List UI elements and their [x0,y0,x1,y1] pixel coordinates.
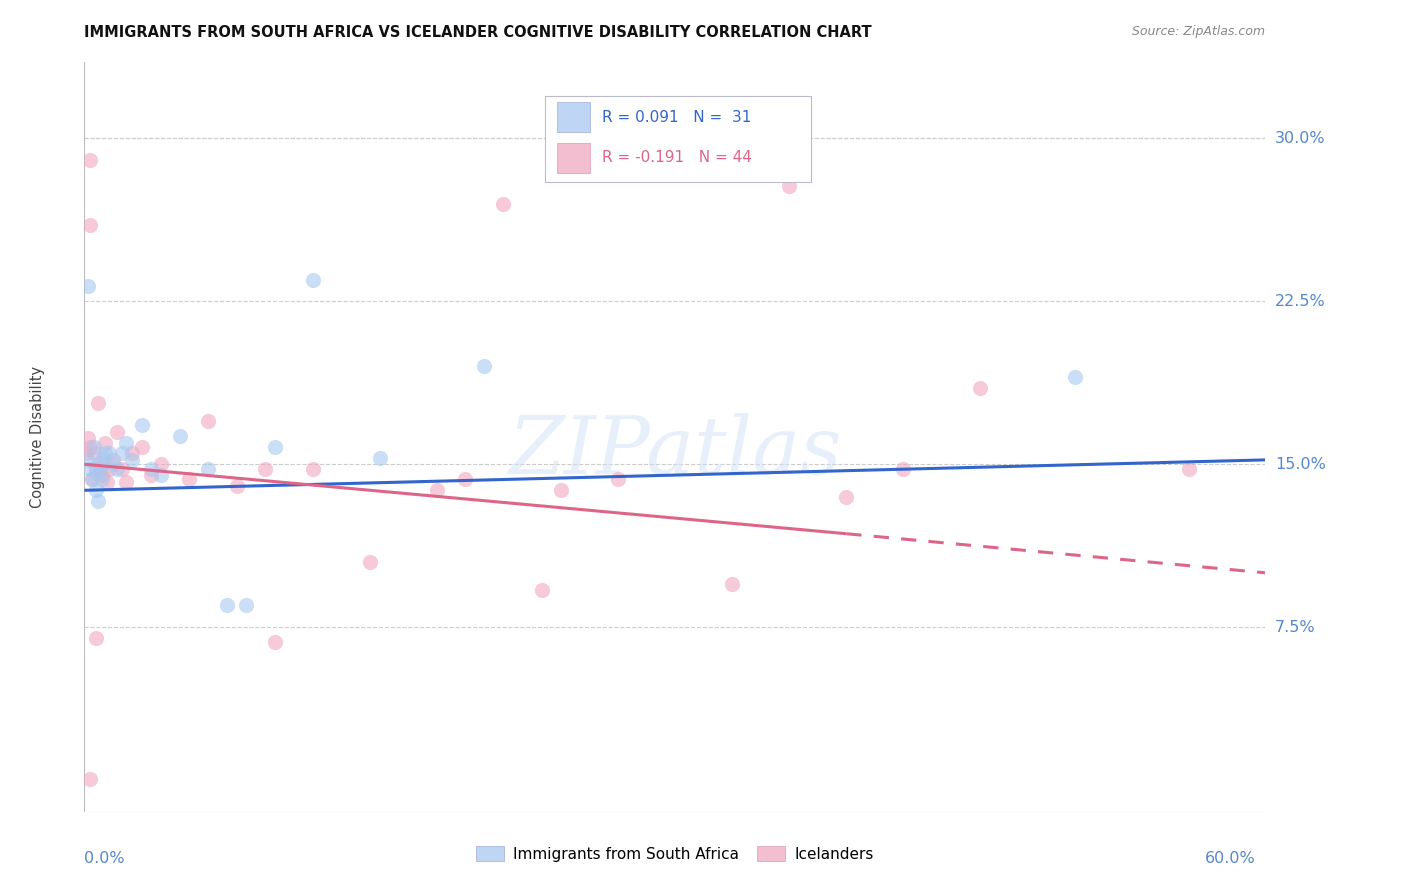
Point [111,446,134,460]
Point [75,446,97,460]
Point [169,429,191,443]
Point [94,446,117,460]
Point [96,475,118,489]
Text: Cognitive Disability: Cognitive Disability [30,366,45,508]
Point [89,461,111,475]
Point [93,457,115,471]
Point [121,453,143,467]
Point [368,450,391,465]
FancyBboxPatch shape [557,143,591,172]
Point [86,396,108,410]
Text: 15.0%: 15.0% [1275,457,1326,472]
Point [84,631,107,645]
Point [359,555,381,569]
Point [111,461,134,475]
Point [94,435,117,450]
Point [835,490,858,504]
Point [98,461,121,475]
Text: 0.0%: 0.0% [84,851,125,866]
Text: 7.5%: 7.5% [1275,620,1316,634]
Point [235,599,257,613]
Point [90,468,112,483]
Point [454,472,477,486]
Point [302,461,325,475]
Point [79,153,101,168]
Point [302,272,325,286]
Text: Source: ZipAtlas.com: Source: ZipAtlas.com [1132,25,1265,38]
Point [79,440,101,454]
Point [101,457,124,471]
Point [105,461,128,475]
Point [86,457,108,471]
Point [93,450,115,465]
Point [139,461,162,475]
Point [101,453,124,467]
Point [86,494,108,508]
Legend: Immigrants from South Africa, Icelanders: Immigrants from South Africa, Icelanders [470,840,880,868]
Point [179,472,201,486]
Point [263,440,285,454]
Point [79,219,101,233]
Point [131,418,153,433]
Point [131,440,153,454]
Point [606,472,628,486]
Point [550,483,572,498]
Point [77,279,100,293]
FancyBboxPatch shape [557,103,591,132]
Point [1178,461,1201,475]
Point [77,453,100,467]
Point [969,381,991,395]
Point [105,425,128,439]
Point [893,461,915,475]
Point [197,414,219,428]
Point [84,466,107,480]
Text: R = -0.191   N = 44: R = -0.191 N = 44 [602,150,752,165]
Text: 60.0%: 60.0% [1205,851,1256,866]
Point [139,468,162,483]
Point [77,431,100,445]
Point [79,461,101,475]
Point [121,446,143,460]
Point [98,446,121,460]
Point [263,635,285,649]
Point [83,446,105,460]
Point [149,457,172,471]
Text: IMMIGRANTS FROM SOUTH AFRICA VS ICELANDER COGNITIVE DISABILITY CORRELATION CHART: IMMIGRANTS FROM SOUTH AFRICA VS ICELANDE… [84,25,872,40]
Point [115,435,138,450]
Point [426,483,449,498]
Point [474,359,496,374]
Point [79,772,101,786]
Point [197,461,219,475]
Text: 22.5%: 22.5% [1275,293,1326,309]
Point [721,576,744,591]
Point [89,461,111,475]
Point [115,475,138,489]
Point [80,472,103,486]
Point [83,440,105,454]
Point [530,583,553,598]
Point [84,461,107,475]
Point [254,461,277,475]
Point [1064,370,1087,384]
Point [90,472,112,486]
Point [84,483,107,498]
Text: 30.0%: 30.0% [1275,131,1326,146]
Point [225,479,247,493]
Point [80,472,103,486]
Point [492,196,515,211]
Text: R = 0.091   N =  31: R = 0.091 N = 31 [602,110,751,125]
FancyBboxPatch shape [546,96,811,182]
Point [149,468,172,483]
Point [778,179,800,194]
Text: ZIPatlas: ZIPatlas [508,413,842,491]
Point [217,599,239,613]
